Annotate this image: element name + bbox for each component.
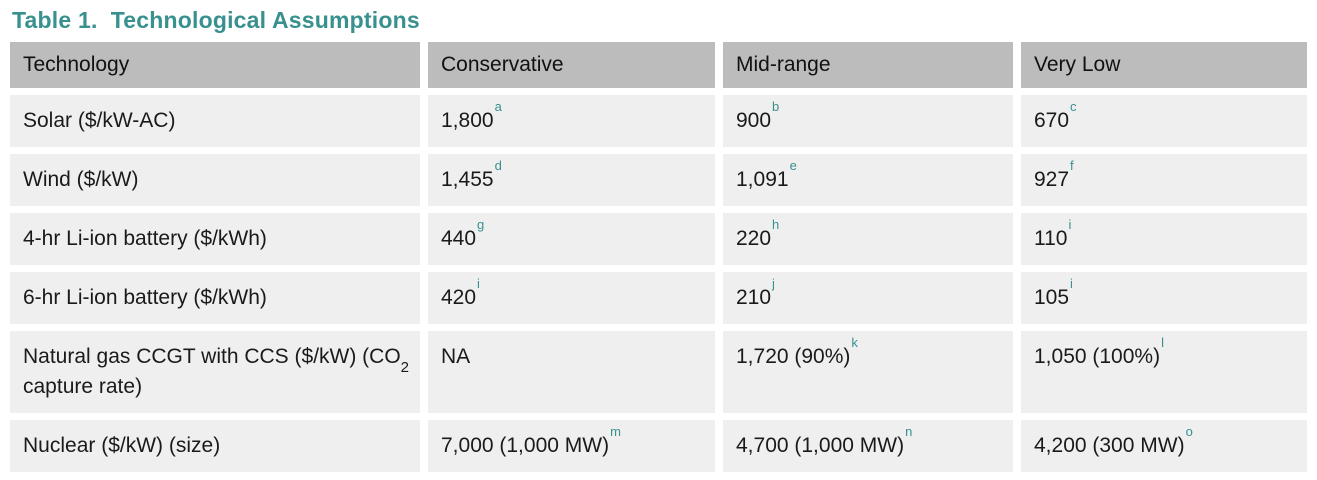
assumptions-table: Technology Conservative Mid-range Very Low …	[2, 35, 1315, 479]
value-cell: 4,200 (300 MW)o	[1021, 420, 1307, 472]
value-cell: 105i	[1021, 272, 1307, 324]
technology-cell: Wind ($/kW)	[10, 154, 420, 206]
value-cell: 927f	[1021, 154, 1307, 206]
footnote-marker: e	[789, 158, 797, 173]
footnote-marker: m	[610, 424, 621, 439]
value-cell: 110i	[1021, 213, 1307, 265]
column-header-conservative: Conservative	[428, 42, 715, 88]
table-row: Solar ($/kW-AC) 1,800a 900b 670c	[10, 95, 1307, 147]
column-header-very-low: Very Low	[1021, 42, 1307, 88]
footnote-marker: n	[905, 424, 913, 439]
footnote-marker: g	[477, 217, 485, 232]
technology-cell: Solar ($/kW-AC)	[10, 95, 420, 147]
technology-cell: 6-hr Li-ion battery ($/kWh)	[10, 272, 420, 324]
table-row: Nuclear ($/kW) (size) 7,000 (1,000 MW)m 4,…	[10, 420, 1307, 472]
footnote-marker: k	[851, 335, 858, 350]
header-row: Technology Conservative Mid-range Very Low	[10, 42, 1307, 88]
value-cell: NA	[428, 331, 715, 413]
value-cell: 900b	[723, 95, 1013, 147]
column-header-technology: Technology	[10, 42, 420, 88]
value-cell: 4,700 (1,000 MW)n	[723, 420, 1013, 472]
footnote-marker: i	[477, 276, 480, 291]
technology-cell: Natural gas CCGT with CCS ($/kW) (CO2 ca…	[10, 331, 420, 413]
table-body: Solar ($/kW-AC) 1,800a 900b 670c Wind ($/kW)…	[10, 95, 1307, 472]
value-cell: 1,091e	[723, 154, 1013, 206]
value-cell: 670c	[1021, 95, 1307, 147]
table-row: Wind ($/kW) 1,455d 1,091e 927f	[10, 154, 1307, 206]
value-cell: 1,455d	[428, 154, 715, 206]
value-cell: 420i	[428, 272, 715, 324]
footnote-marker: i	[1068, 217, 1072, 232]
footnote-marker: c	[1070, 99, 1077, 114]
footnote-marker: a	[494, 99, 502, 114]
value-cell: 220h	[723, 213, 1013, 265]
footnote-marker: l	[1161, 335, 1164, 350]
technology-cell: Nuclear ($/kW) (size)	[10, 420, 420, 472]
footnote-marker: d	[494, 158, 502, 173]
value-cell: 7,000 (1,000 MW)m	[428, 420, 715, 472]
footnote-marker: o	[1185, 424, 1193, 439]
value-cell: 1,800a	[428, 95, 715, 147]
technology-cell: 4-hr Li-ion battery ($/kWh)	[10, 213, 420, 265]
footnote-marker: f	[1070, 158, 1074, 173]
subscript: 2	[400, 359, 410, 377]
table-title: Table 1. Technological Assumptions	[12, 7, 420, 33]
footnote-marker: i	[1070, 276, 1073, 291]
footnote-marker: j	[772, 276, 775, 291]
footnote-marker: h	[772, 217, 780, 232]
footnote-marker: b	[772, 99, 780, 114]
value-cell: 210j	[723, 272, 1013, 324]
value-cell: 1,720 (90%)k	[723, 331, 1013, 413]
column-header-mid-range: Mid-range	[723, 42, 1013, 88]
value-cell: 440g	[428, 213, 715, 265]
table-row: 4-hr Li-ion battery ($/kWh) 440g 220h 110i	[10, 213, 1307, 265]
table-row: Natural gas CCGT with CCS ($/kW) (CO2 ca…	[10, 331, 1307, 413]
table-row: 6-hr Li-ion battery ($/kWh) 420i 210j 105i	[10, 272, 1307, 324]
value-cell: 1,050 (100%)l	[1021, 331, 1307, 413]
